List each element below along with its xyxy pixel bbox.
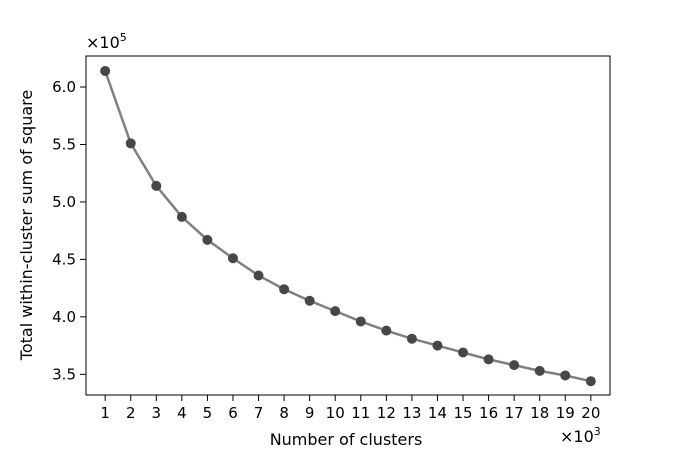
data-point: [202, 234, 213, 245]
x-tick-label: 13: [402, 404, 421, 422]
x-tick-label: 10: [326, 404, 345, 422]
y-axis-label: Total within-cluster sum of square: [17, 90, 36, 361]
y-tick-label: 4.0: [52, 308, 76, 326]
data-point: [483, 354, 494, 365]
x-tick-label: 17: [505, 404, 524, 422]
x-tick-label: 18: [530, 404, 549, 422]
plot-frame: [85, 55, 611, 396]
data-point: [406, 333, 417, 344]
data-point: [534, 365, 545, 376]
x-tick-label: 3: [152, 404, 162, 422]
y-tick-label: 4.5: [52, 250, 76, 268]
data-point: [125, 138, 136, 149]
data-point: [560, 370, 571, 381]
x-tick-label: 20: [581, 404, 600, 422]
data-point: [304, 295, 315, 306]
x-tick-label: 16: [479, 404, 498, 422]
y-axis-ticks: 3.5 4.0 4.5 5.0 5.5 6.0: [52, 78, 86, 383]
x-tick-label: 11: [351, 404, 370, 422]
x-tick-label: 7: [254, 404, 264, 422]
series-line: [103, 70, 592, 383]
x-tick-label: 2: [126, 404, 136, 422]
data-point: [253, 270, 264, 281]
data-point: [381, 325, 392, 336]
x-axis-multiplier: ×103: [560, 425, 601, 446]
data-point: [100, 65, 111, 76]
x-tick-label: 6: [228, 404, 238, 422]
x-axis-label: Number of clusters: [270, 430, 423, 449]
data-point: [176, 211, 187, 222]
y-tick-label: 5.5: [52, 135, 76, 153]
data-point: [355, 316, 366, 327]
x-tick-label: 14: [428, 404, 447, 422]
data-point: [432, 340, 443, 351]
y-tick-label: 3.5: [52, 365, 76, 383]
data-point: [509, 360, 520, 371]
data-point: [330, 306, 341, 317]
series-layer: [100, 65, 596, 387]
y-axis-multiplier: ×105: [86, 31, 127, 52]
x-tick-label: 5: [203, 404, 213, 422]
data-point: [151, 180, 162, 191]
x-axis-ticks: 1 2 3 4 5 6 7 8 9 10 11 12 13 14 15 16 17 18 19 20: [100, 395, 600, 422]
x-tick-label: 9: [305, 404, 315, 422]
data-point: [227, 253, 238, 264]
x-tick-label: 1: [100, 404, 110, 422]
x-tick-label: 4: [177, 404, 187, 422]
y-tick-label: 6.0: [52, 78, 76, 96]
data-point: [585, 376, 596, 387]
y-tick-label: 5.0: [52, 193, 76, 211]
x-tick-label: 19: [556, 404, 575, 422]
data-point: [279, 284, 290, 295]
data-point: [458, 347, 469, 358]
x-tick-label: 15: [453, 404, 472, 422]
x-tick-label: 12: [377, 404, 396, 422]
x-tick-label: 8: [279, 404, 289, 422]
